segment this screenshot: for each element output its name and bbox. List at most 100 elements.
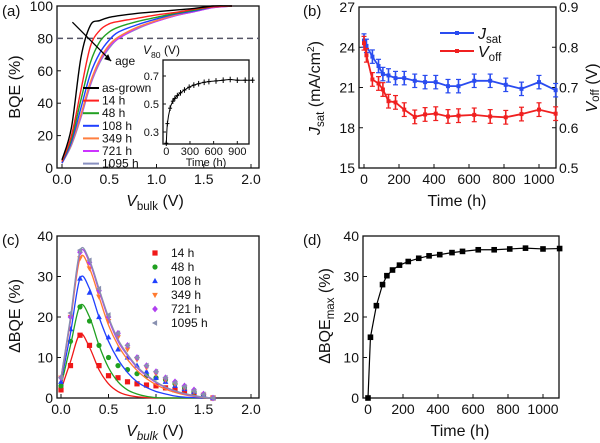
data-point	[386, 99, 391, 104]
legend-label: as-grown	[102, 81, 151, 95]
square-marker	[491, 246, 497, 253]
legend-marker	[455, 49, 459, 53]
square-marker	[405, 258, 412, 265]
legend-label: 349 h	[171, 288, 201, 302]
triangle-left-marker	[152, 368, 159, 375]
y-axis-label-part: )	[307, 41, 324, 46]
square-marker	[115, 375, 121, 381]
x-tick-label: 600	[457, 171, 481, 187]
data-point	[370, 54, 375, 59]
square-marker	[384, 272, 390, 279]
triangle-up-marker	[105, 334, 112, 340]
x-tick-label: 0	[163, 146, 169, 158]
y-axis-label-part: ΔBQE	[317, 319, 334, 363]
panel-a: (a) 0.0 0.5 1.0 1.5 2.0 0 20 40 60 80 100 Vbulk (V) B…	[2, 0, 261, 213]
y-axis-label: ΔBQEmax (%)	[317, 268, 337, 364]
x-tick-label: 0	[364, 401, 372, 417]
square-marker	[475, 246, 482, 253]
triangle-up-marker	[143, 368, 150, 374]
data-point	[553, 88, 558, 93]
series-line-14h	[61, 5, 233, 162]
legend-label-part: J	[477, 26, 487, 43]
x-tick-label: 600	[461, 401, 485, 417]
data-point	[370, 77, 375, 82]
triangle-up-marker	[96, 313, 102, 320]
fit-curve	[60, 275, 214, 399]
y-tick-label: 100	[30, 0, 54, 14]
y-tick-label: 80	[37, 30, 53, 46]
legend-marker	[455, 31, 459, 35]
triangle-left-marker	[57, 374, 64, 381]
square-marker	[373, 302, 380, 309]
y-axis-label-part: ΔBQE (%)	[7, 279, 24, 353]
square-marker	[365, 395, 371, 401]
plot-frame	[362, 235, 560, 399]
y-tick-label: 0	[45, 390, 53, 406]
legend-label: Voff	[478, 44, 502, 64]
diamond-marker	[152, 305, 158, 313]
x-axis-label: Time (h)	[431, 423, 490, 440]
y-axis-label-part: BQE (%)	[7, 55, 24, 118]
age-arrow	[71, 21, 112, 62]
data-point	[376, 64, 381, 69]
data-point	[433, 80, 438, 85]
y-tick-label: 21	[339, 80, 355, 96]
x-axis-label-part: bulk	[137, 431, 159, 443]
data-point	[472, 78, 477, 83]
y-tick-label: 0	[351, 390, 359, 406]
y-axis-label: Jsat (mA/cm2)	[306, 41, 327, 136]
triangle-left-marker	[124, 342, 130, 349]
inset-x-label: Time (h)	[186, 157, 227, 169]
inset-title: V80 (V)	[143, 43, 180, 60]
data-point	[456, 84, 461, 89]
y-tick-label: 40	[37, 228, 53, 244]
data-point	[380, 87, 385, 92]
data-point	[412, 78, 417, 83]
y2-tick-label: 0.6	[559, 120, 579, 136]
triangle-down-marker	[124, 347, 131, 353]
legend-label: 14 h	[102, 94, 125, 108]
x-tick-label: 900	[228, 146, 246, 158]
data-point	[456, 113, 461, 118]
series-line-jsat	[363, 40, 557, 91]
x-axis-label: Vbulk (V)	[126, 423, 184, 443]
triangle-left-marker	[190, 387, 197, 394]
circle-marker	[86, 318, 93, 324]
square-marker	[77, 332, 83, 338]
plot-frame	[162, 59, 250, 145]
legend-label: 1095 h	[102, 157, 139, 171]
y-tick-label: 27	[339, 0, 355, 15]
data-point	[362, 41, 366, 46]
y-tick-label: 30	[37, 269, 53, 285]
x-tick-label: 0.0	[52, 171, 72, 187]
triangle-left-marker	[162, 374, 168, 381]
square-marker	[459, 248, 466, 255]
inset-background	[163, 60, 249, 144]
triangle-left-marker	[67, 310, 73, 316]
arrow-head	[104, 54, 112, 62]
x-tick-label: 2.0	[241, 401, 261, 417]
legend-label: 48 h	[171, 260, 194, 274]
x-axis-label-part: Time (h)	[431, 423, 490, 440]
inset-plot: 0 300 600 900 0.3 0.5 0.7 V80 (V) Time (h)	[143, 43, 255, 169]
circle-marker	[152, 264, 158, 270]
legend-label: 108 h	[102, 119, 132, 133]
x-tick-label: 200	[387, 171, 411, 187]
data-point	[412, 114, 417, 119]
data-point	[402, 107, 407, 112]
x-axis-label-part: V	[126, 193, 138, 210]
triangle-left-marker	[181, 383, 187, 390]
y-axis-label: ΔBQE (%)	[7, 279, 24, 353]
y-tick-label: 30	[343, 269, 359, 285]
fit-curve	[60, 246, 214, 399]
legend-label: 48 h	[102, 106, 125, 120]
y-tick-label: 60	[37, 63, 53, 79]
square-marker	[415, 255, 422, 262]
data-point	[380, 72, 385, 77]
y-tick-label: 40	[343, 228, 359, 244]
x-tick-label: 1.0	[147, 171, 167, 187]
legend-label: 721 h	[171, 302, 201, 316]
triangle-left-marker	[151, 320, 158, 326]
triangle-left-marker	[143, 362, 149, 369]
